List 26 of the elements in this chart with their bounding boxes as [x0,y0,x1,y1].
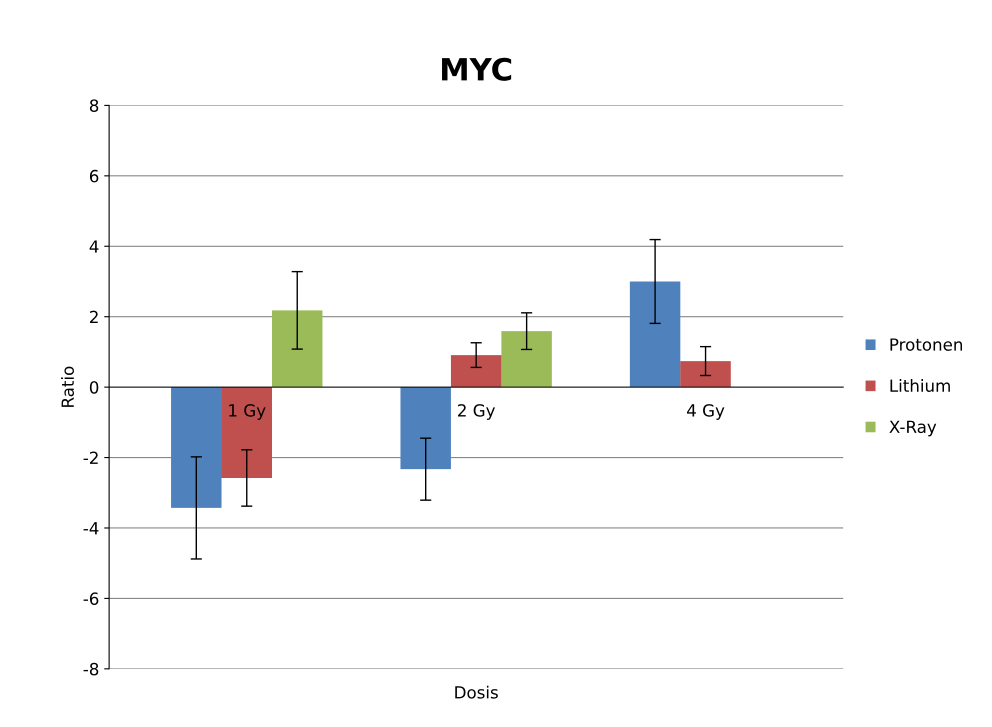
y-tick-label: 0 [90,381,98,394]
x-tick-label: 2 Gy [458,404,496,420]
bar [450,355,502,388]
bar [501,331,552,388]
x-axis-title: Dosis [455,686,498,699]
bar [171,387,222,508]
y-tick-label: -6 [84,592,98,605]
x-tick-label: 4 Gy [687,404,724,420]
y-tick-label: -4 [84,522,98,534]
y-tick-label: -2 [84,452,98,464]
legend-label: Lithium [890,379,950,392]
legend-label: X-Ray [889,420,936,436]
y-tick-label: 2 [90,310,98,324]
x-tick-label: 1 Gy [229,404,266,420]
bar [400,387,451,470]
bar [630,281,680,388]
y-tick-label: 4 [90,240,98,253]
y-tick-label: -8 [84,662,98,676]
bar [222,387,272,478]
chart-title: MYC [442,58,512,81]
legend-label: Protonen [890,338,962,351]
y-tick-label: 8 [90,99,98,112]
y-axis-title: Ratio [61,366,74,407]
bar [272,310,322,388]
y-tick-label: 6 [90,170,98,182]
bar [680,361,731,388]
